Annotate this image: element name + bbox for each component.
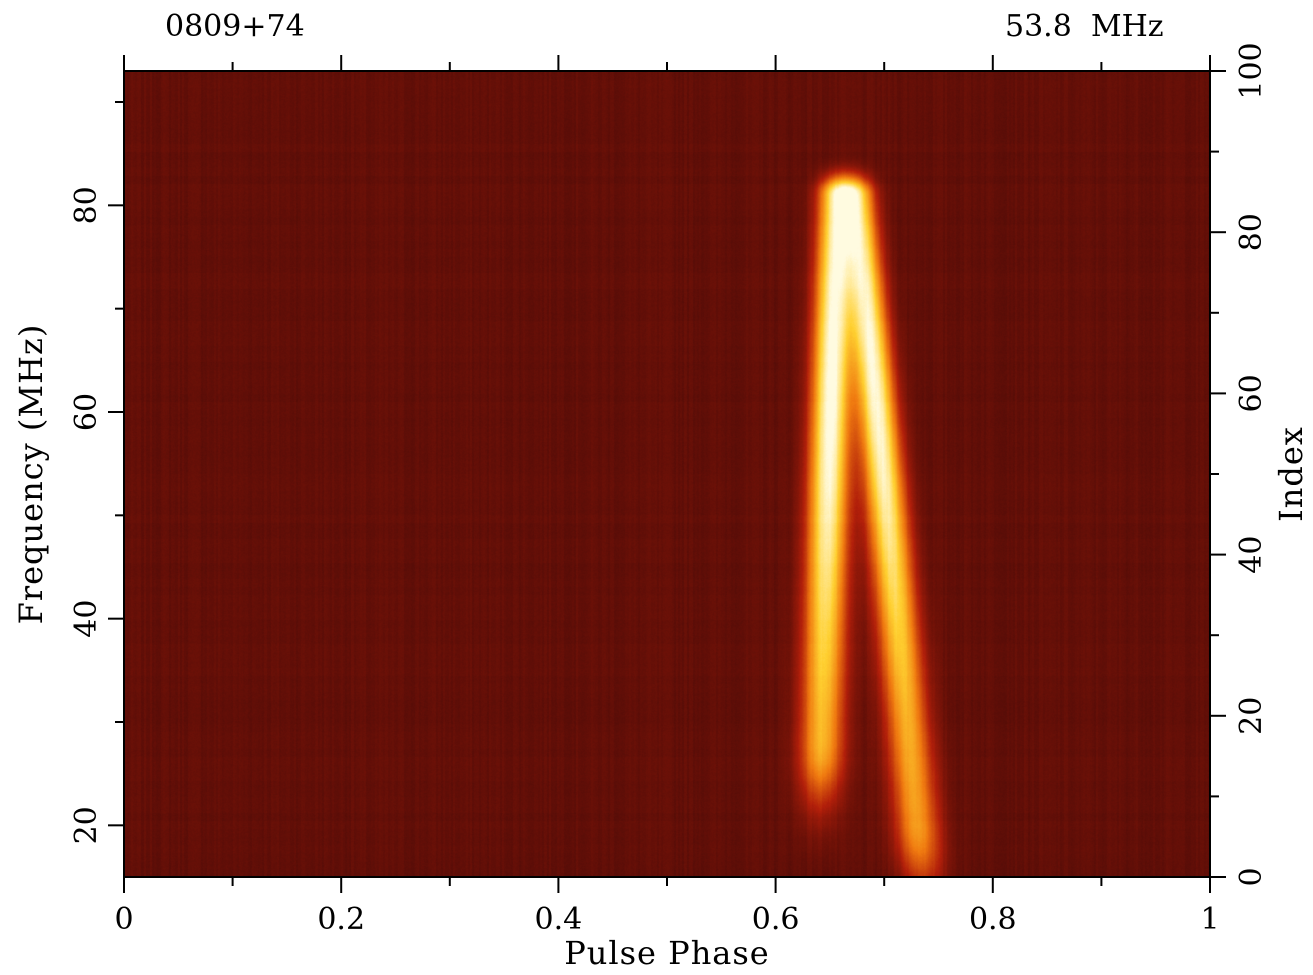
y-right-tick-label: 60: [1234, 374, 1269, 412]
source-name-label: 0809+74: [165, 9, 305, 44]
y-left-tick-label: 20: [69, 806, 104, 844]
x-tick-label: 0.8: [969, 902, 1017, 937]
heatmap-image: [124, 71, 1210, 877]
y-right-tick-label: 100: [1234, 42, 1269, 99]
y-right-tick-label: 80: [1234, 213, 1269, 251]
center-frequency-label: 53.8 MHz: [1005, 9, 1164, 44]
x-tick-label: 0.6: [752, 902, 800, 937]
y-right-tick-label: 40: [1234, 536, 1269, 574]
x-tick-label: 0.2: [317, 902, 365, 937]
x-tick-label: 0: [114, 902, 133, 937]
y-left-tick-label: 80: [69, 186, 104, 224]
x-tick-label: 1: [1200, 902, 1219, 937]
y-right-tick-label: 20: [1234, 697, 1269, 735]
plot-area: [124, 71, 1210, 877]
y-axis-right-title: Index: [1272, 426, 1310, 522]
x-tick-label: 0.4: [535, 902, 583, 937]
axes: 0 0.2 0.4 0.6 0.8 1 20 40 60 80 0 20 40 60 80 100: [69, 42, 1269, 937]
y-axis-left-title: Frequency (MHz): [12, 324, 50, 625]
y-left-tick-label: 60: [69, 393, 104, 431]
x-axis-title: Pulse Phase: [564, 934, 769, 970]
y-right-tick-label: 0: [1234, 867, 1269, 886]
y-left-tick-label: 40: [69, 600, 104, 638]
heatmap-canvas: [124, 71, 1210, 877]
